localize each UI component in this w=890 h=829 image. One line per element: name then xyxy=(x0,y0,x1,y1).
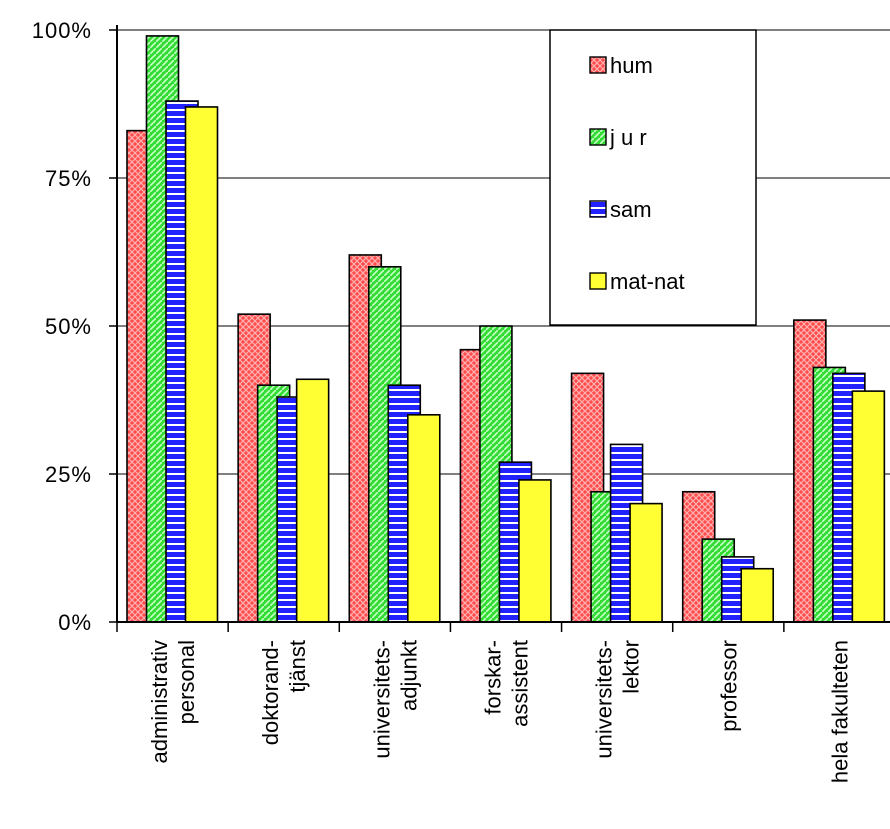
bar-mat-nat-4 xyxy=(629,502,663,623)
category-label: hela fakulteten xyxy=(827,640,852,783)
bar-mat-nat-6 xyxy=(851,390,886,623)
legend-label: mat-nat xyxy=(610,269,685,294)
legend-swatch xyxy=(589,272,607,290)
legend-swatch xyxy=(589,56,607,74)
category-label: tjänst xyxy=(285,640,310,693)
legend-swatch xyxy=(589,128,607,146)
legend-label: hum xyxy=(610,53,653,78)
category-label: universitets- xyxy=(592,640,617,759)
category-label: lektor xyxy=(619,640,644,694)
y-tick-label: 75% xyxy=(45,166,92,191)
category-label: adjunkt xyxy=(396,640,421,711)
legend: hum j u r sam mat-nat xyxy=(549,29,757,326)
legend-label: sam xyxy=(610,197,652,222)
y-tick-label: 25% xyxy=(45,462,92,487)
y-tick-label: 50% xyxy=(45,314,92,339)
category-label: forskar- xyxy=(481,640,506,715)
bar-mat-nat-2 xyxy=(406,413,441,623)
bar-mat-nat-5 xyxy=(740,567,775,623)
y-tick-label: 0% xyxy=(58,610,92,635)
legend-box xyxy=(549,29,757,326)
category-label: universitets- xyxy=(369,640,394,759)
bar-mat-nat-1 xyxy=(295,378,330,623)
category-label: assistent xyxy=(508,640,533,727)
legend-label: j u r xyxy=(609,125,647,150)
category-label: administrativ xyxy=(147,640,172,763)
category-label: personal xyxy=(174,640,199,724)
legend-swatch xyxy=(589,200,607,218)
y-tick-label: 100% xyxy=(32,18,92,43)
bar-mat-nat-3 xyxy=(518,479,552,623)
bar-mat-nat-0 xyxy=(184,106,219,623)
category-label: professor xyxy=(716,640,741,732)
category-label: doktorand- xyxy=(258,640,283,745)
